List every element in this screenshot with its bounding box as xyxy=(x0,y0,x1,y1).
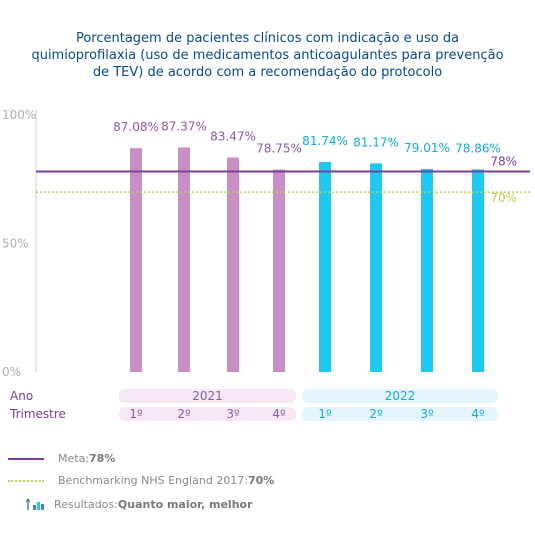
quarter-row-label: Trimestre xyxy=(9,407,66,421)
y-tick-label: 50% xyxy=(2,237,29,251)
year-band xyxy=(302,389,498,403)
legend-benchmark-value: 70% xyxy=(248,474,275,487)
bar xyxy=(319,161,331,372)
benchmark-line-swatch xyxy=(8,479,44,482)
bar-value-label: 83.47% xyxy=(210,129,256,143)
bar-value-label: 78.75% xyxy=(256,142,302,156)
quarter-band xyxy=(302,407,498,421)
bar xyxy=(227,157,239,372)
bar xyxy=(370,163,382,372)
bar-value-label: 81.74% xyxy=(302,134,348,148)
quarter-label: 3º xyxy=(420,407,434,421)
year-band xyxy=(119,389,296,403)
quarter-label: 4º xyxy=(471,407,485,421)
legend-benchmark: Benchmarking NHS England 2017: 70% xyxy=(8,474,274,487)
bar-value-label: 87.37% xyxy=(161,119,207,133)
quarter-label: 1º xyxy=(129,407,143,421)
legend-results: Resultados: Quanto maior, melhor xyxy=(26,497,253,511)
quarter-label: 1º xyxy=(318,407,332,421)
y-tick-label: 0% xyxy=(2,365,21,379)
quarter-label: 4º xyxy=(272,407,286,421)
quarter-band xyxy=(119,407,296,421)
bar-trend-icon xyxy=(26,497,44,510)
bar xyxy=(130,148,142,372)
y-tick-label: 100% xyxy=(2,108,36,122)
meta-line-swatch xyxy=(8,457,44,460)
legend-benchmark-text: Benchmarking NHS England 2017: xyxy=(58,474,248,487)
quarter-label: 2º xyxy=(369,407,383,421)
bar xyxy=(178,147,190,372)
legend-results-text: Resultados: xyxy=(54,497,118,511)
benchmark-line-label: 70% xyxy=(490,191,517,205)
year-label: 2022 xyxy=(385,389,416,403)
bar xyxy=(421,168,433,372)
bar-value-label: 78.86% xyxy=(455,141,501,155)
legend-meta: Meta: 78% xyxy=(8,452,115,465)
bar xyxy=(472,169,484,372)
chart-title: Porcentagem de pacientes clínicos com in… xyxy=(31,31,504,80)
bar-value-label: 87.08% xyxy=(113,120,159,134)
quarter-label: 3º xyxy=(226,407,240,421)
legend-results-value: Quanto maior, melhor xyxy=(117,497,253,511)
year-label: 2021 xyxy=(192,389,223,403)
quarter-label: 2º xyxy=(177,407,191,421)
bar xyxy=(273,169,285,372)
bar-value-label: 79.01% xyxy=(404,141,450,155)
bar-value-label: 81.17% xyxy=(353,135,399,149)
legend-meta-value: 78% xyxy=(89,452,116,465)
meta-line-label: 78% xyxy=(490,155,517,169)
legend-meta-text: Meta: xyxy=(58,452,90,465)
year-row-label: Ano xyxy=(10,389,33,403)
